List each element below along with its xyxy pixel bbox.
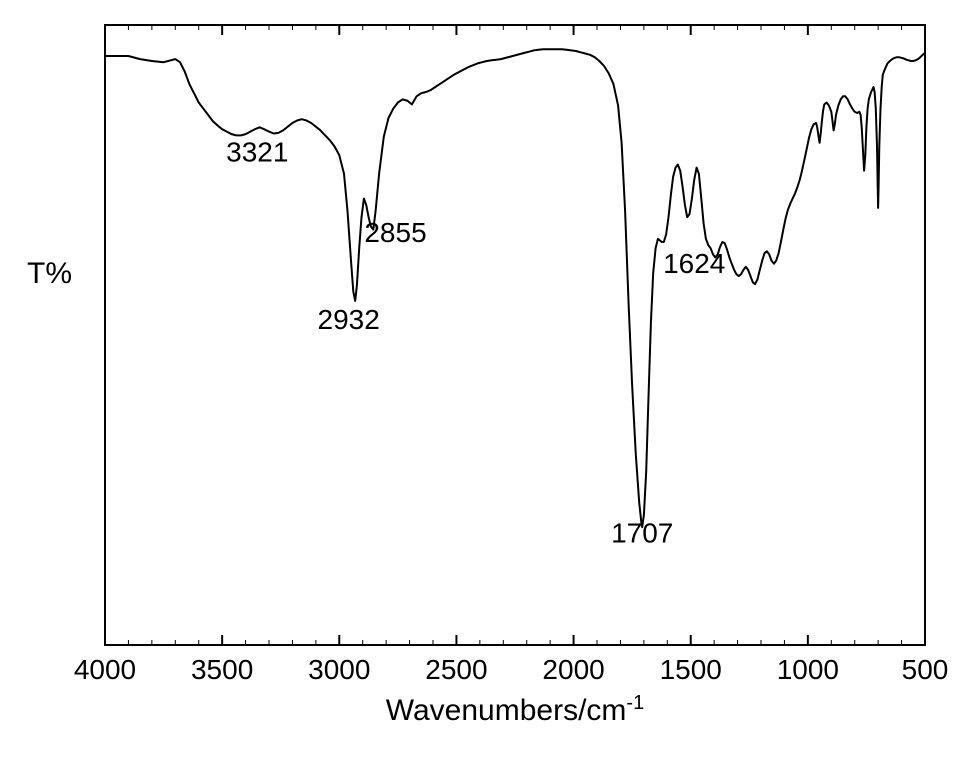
x-axis-label: Wavenumbers/cm-1 bbox=[386, 692, 644, 727]
ir-spectrum-chart: 4000 3500 3000 2500 2000 1500 1000 500 Wavenumbe… bbox=[0, 0, 972, 757]
x-tick-label: 3000 bbox=[308, 654, 370, 685]
x-tick-label: 1000 bbox=[777, 654, 839, 685]
peak-label: 2855 bbox=[364, 217, 426, 248]
x-tick-label: 1500 bbox=[660, 654, 722, 685]
x-tick-label: 4000 bbox=[74, 654, 136, 685]
plot-frame bbox=[105, 25, 925, 645]
x-tick-label: 500 bbox=[902, 654, 949, 685]
x-tick-label: 2500 bbox=[425, 654, 487, 685]
peak-label: 1624 bbox=[663, 248, 725, 279]
x-tick-label: 3500 bbox=[191, 654, 253, 685]
peak-label: 3321 bbox=[226, 136, 288, 167]
peak-label: 2932 bbox=[318, 304, 380, 335]
peak-label: 1707 bbox=[611, 518, 673, 549]
y-axis-label: T% bbox=[27, 257, 72, 290]
chart-svg: 4000 3500 3000 2500 2000 1500 1000 500 Wavenumbe… bbox=[0, 0, 972, 757]
spectrum-line bbox=[105, 49, 925, 527]
x-tick-label: 2000 bbox=[542, 654, 604, 685]
